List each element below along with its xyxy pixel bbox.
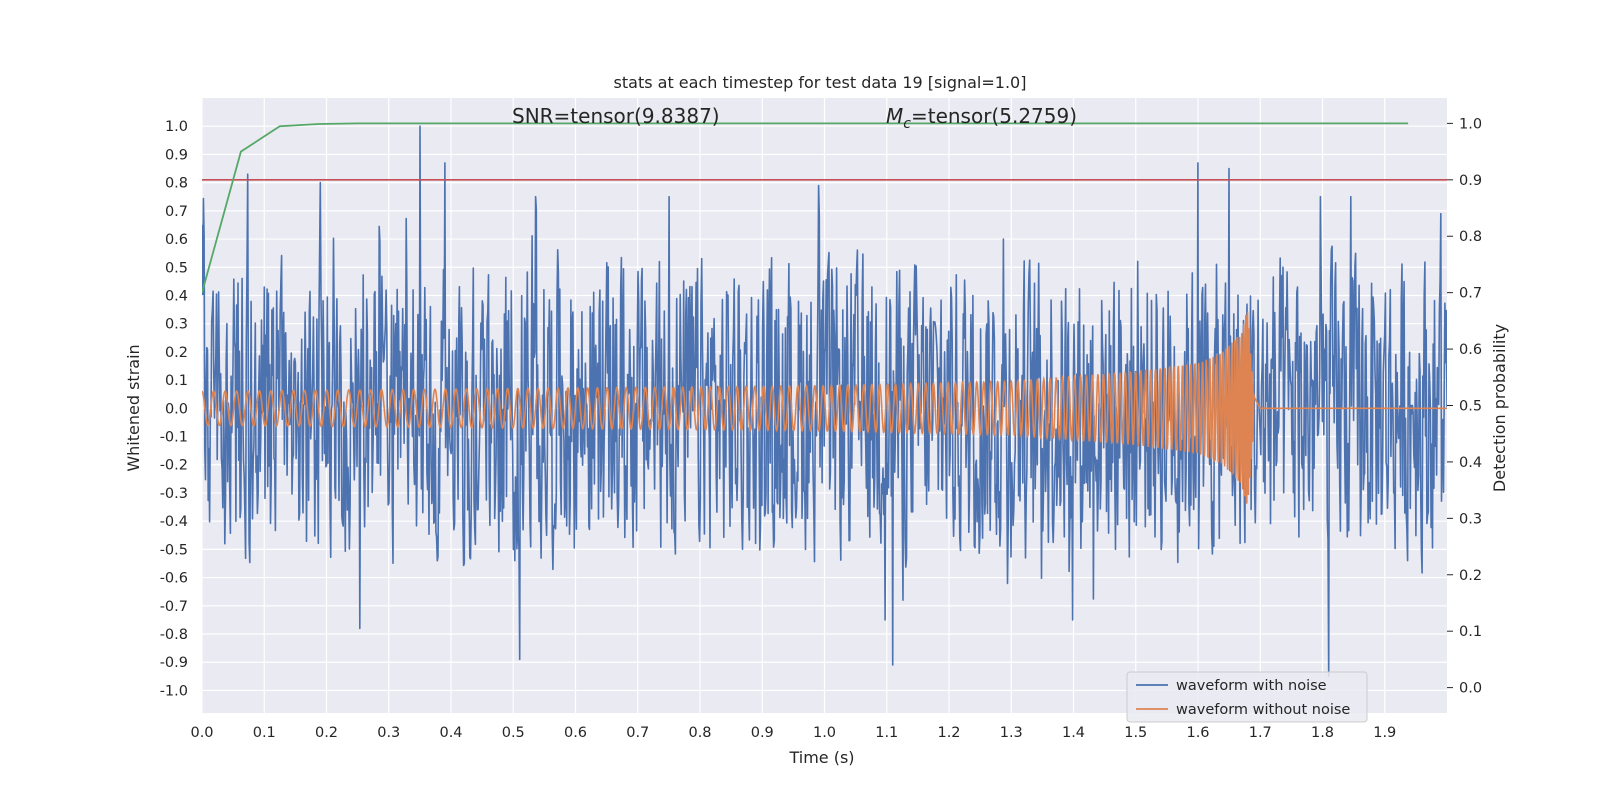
y-tick-label: 0.6 bbox=[165, 232, 188, 248]
x-tick-label: 1.1 bbox=[875, 725, 898, 741]
snr-annotation: SNR=tensor(9.8387) bbox=[512, 104, 720, 128]
mc-symbol: M bbox=[886, 104, 903, 128]
legend-label-noise: waveform with noise bbox=[1176, 678, 1327, 694]
x-tick-label: 0.8 bbox=[688, 725, 711, 741]
x-axis-label: Time (s) bbox=[788, 748, 854, 767]
y2-tick-label: 0.2 bbox=[1459, 568, 1482, 584]
y2-tick-label: 0.7 bbox=[1459, 286, 1482, 302]
x-tick-label: 0.6 bbox=[564, 725, 587, 741]
y-tick-label: 0.3 bbox=[165, 317, 188, 333]
legend-label-clean: waveform without noise bbox=[1176, 702, 1350, 718]
y-tick-label: -0.1 bbox=[160, 430, 188, 446]
x-tick-label: 1.0 bbox=[813, 725, 836, 741]
x-tick-label: 1.3 bbox=[1000, 725, 1023, 741]
mc-value: =tensor(5.2759) bbox=[911, 104, 1077, 128]
x-tick-label: 1.7 bbox=[1249, 725, 1272, 741]
x-tick-label: 1.5 bbox=[1124, 725, 1147, 741]
y-tick-label: 0.5 bbox=[165, 260, 188, 276]
y-tick-label: -0.3 bbox=[160, 486, 188, 502]
y2-tick-label: 1.0 bbox=[1459, 116, 1482, 132]
y2-tick-label: 0.4 bbox=[1459, 455, 1482, 471]
x-tick-label: 1.2 bbox=[937, 725, 960, 741]
x-tick-label: 1.9 bbox=[1373, 725, 1396, 741]
y2-tick-label: 0.9 bbox=[1459, 173, 1482, 189]
y-tick-label: 0.9 bbox=[165, 147, 188, 163]
legend-box bbox=[1126, 671, 1368, 723]
x-tick-label: 0.5 bbox=[502, 725, 525, 741]
y-tick-label: 0.1 bbox=[165, 373, 188, 389]
x-tick-label: 1.6 bbox=[1186, 725, 1209, 741]
y-tick-label: 0.7 bbox=[165, 204, 188, 220]
y-axis-ticks: 1.0 0.9 0.8 0.7 0.6 0.5 0.4 0.3 0.2 0.1 0.0 -0.1 -0.… bbox=[160, 119, 188, 699]
y2-tick-label: 0.6 bbox=[1459, 342, 1482, 358]
y2-tick-label: 0.1 bbox=[1459, 624, 1482, 640]
x-tick-label: 0.0 bbox=[190, 725, 213, 741]
series-layer bbox=[202, 122, 1447, 678]
y-tick-label: 0.4 bbox=[165, 288, 188, 304]
series-line-detection-probability bbox=[202, 122, 1409, 293]
x-tick-label: 1.4 bbox=[1062, 725, 1085, 741]
series-line-clean-waveform bbox=[202, 311, 1447, 504]
y2-axis-ticks: 1.0 0.9 0.8 0.7 0.6 0.5 0.4 0.3 0.2 0.1 0.0 bbox=[1447, 116, 1482, 697]
y2-tick-label: 0.5 bbox=[1459, 399, 1482, 415]
y-tick-label: 1.0 bbox=[165, 119, 188, 135]
x-tick-label: 0.1 bbox=[253, 725, 276, 741]
x-tick-label: 1.8 bbox=[1311, 725, 1334, 741]
mc-subscript: c bbox=[903, 116, 911, 132]
x-tick-label: 0.3 bbox=[377, 725, 400, 741]
y2-tick-label: 0.3 bbox=[1459, 511, 1482, 527]
y-tick-label: -0.2 bbox=[160, 458, 188, 474]
x-tick-label: 0.2 bbox=[315, 725, 338, 741]
y-tick-label: 0.8 bbox=[165, 176, 188, 192]
y-tick-label: -0.7 bbox=[160, 599, 188, 615]
x-tick-label: 0.9 bbox=[751, 725, 774, 741]
y-tick-label: -0.4 bbox=[160, 514, 188, 530]
y-tick-label: 0.0 bbox=[165, 401, 188, 417]
mc-annotation: Mc=tensor(5.2759) bbox=[886, 104, 1077, 132]
y2-tick-label: 0.8 bbox=[1459, 229, 1482, 245]
y2-tick-label: 0.0 bbox=[1459, 681, 1482, 697]
y-tick-label: -0.8 bbox=[160, 627, 188, 643]
x-tick-label: 0.4 bbox=[439, 725, 462, 741]
legend: waveform with noise waveform without noi… bbox=[1126, 671, 1368, 723]
y-tick-label: -1.0 bbox=[160, 683, 188, 699]
y-tick-label: -0.6 bbox=[160, 571, 188, 587]
y-axis-label: Whitened strain bbox=[124, 344, 143, 471]
chart-title: stats at each timestep for test data 19 … bbox=[614, 73, 1027, 92]
x-axis-ticks: 0.0 0.1 0.2 0.3 0.4 0.5 0.6 0.7 0.8 0.9 1.0 1.1 1.2 1… bbox=[190, 725, 1396, 741]
y-tick-label: -0.9 bbox=[160, 655, 188, 671]
y2-axis-label: Detection probability bbox=[1490, 324, 1509, 492]
y-tick-label: -0.5 bbox=[160, 542, 188, 558]
y-tick-label: 0.2 bbox=[165, 345, 188, 361]
x-tick-label: 0.7 bbox=[626, 725, 649, 741]
